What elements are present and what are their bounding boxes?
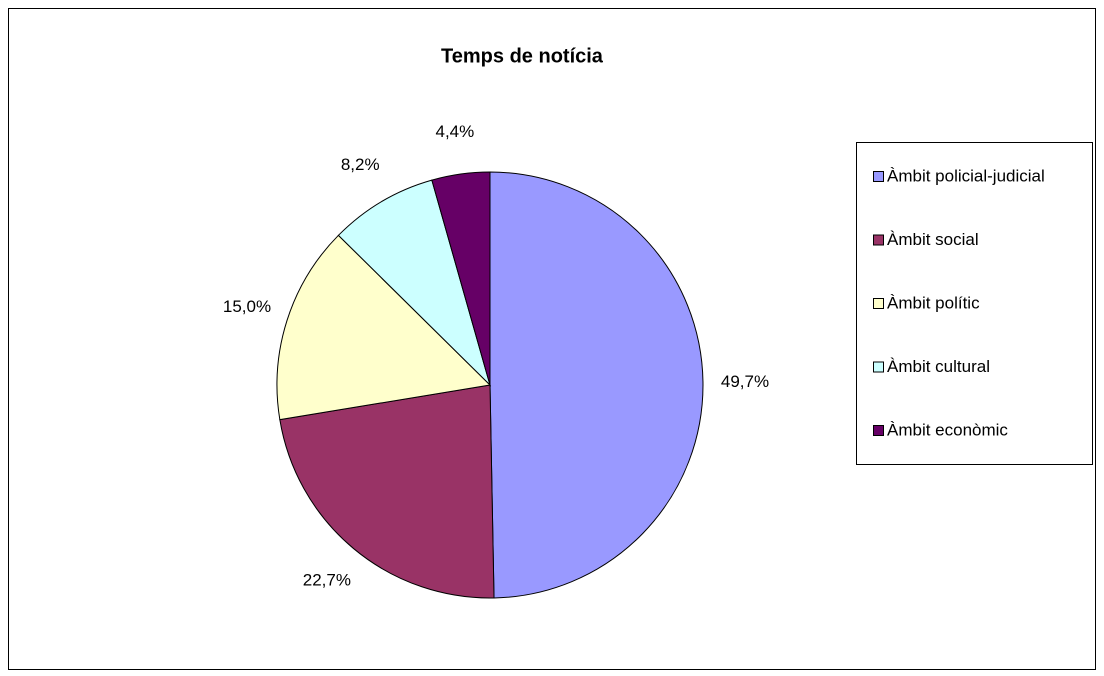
pie-slice: [276, 234, 492, 421]
data-label: 4,4%: [435, 122, 474, 141]
data-label: 22,7%: [303, 570, 351, 589]
pie-slice: [279, 384, 495, 599]
data-label: 15,0%: [223, 297, 271, 316]
legend-box: [856, 142, 1093, 465]
data-label: 49,7%: [721, 372, 769, 391]
legend-swatch: [873, 425, 884, 436]
legend-swatch: [873, 171, 884, 182]
legend-label: Àmbit policial-judicial: [887, 166, 1045, 185]
legend-swatch: [873, 361, 884, 373]
pie-slice: [489, 171, 704, 599]
pie-slice: [431, 171, 491, 386]
legend-swatch: [873, 298, 884, 309]
legend-label: Àmbit polític: [887, 293, 980, 312]
data-label: 8,2%: [341, 155, 380, 174]
legend-swatch: [873, 234, 884, 246]
legend-label: Àmbit cultural: [887, 357, 990, 376]
chart-title: Temps de notícia: [441, 45, 604, 67]
pie-slice: [337, 179, 491, 387]
legend-label: Àmbit social: [887, 230, 979, 249]
legend-label: Àmbit econòmic: [887, 420, 1008, 439]
